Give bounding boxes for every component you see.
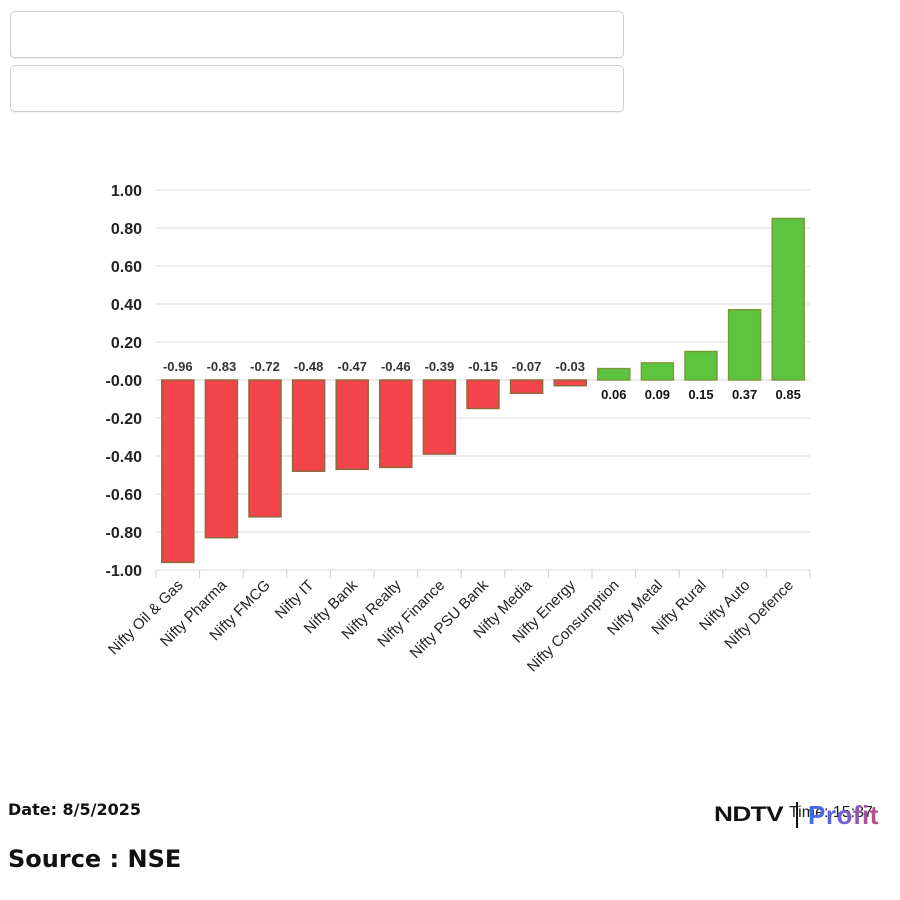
y-tick-label: 0.60 xyxy=(111,259,142,276)
y-axis: 1.00 0.80 0.60 0.40 0.20 -0.00 -0.20 -0.40 -0.60… xyxy=(106,183,143,580)
bar-nifty-realty xyxy=(379,379,413,469)
y-tick-label: -0.40 xyxy=(106,449,143,466)
data-label: -0.03 xyxy=(555,359,585,374)
data-label: -0.07 xyxy=(512,359,542,374)
data-label: -0.39 xyxy=(425,359,455,374)
date-label: Date: 8/5/2025 xyxy=(8,800,142,819)
data-label: 0.85 xyxy=(776,387,801,402)
top-input-field-2[interactable] xyxy=(10,65,624,112)
data-labels: -0.96 -0.83 -0.72 -0.48 -0.47 -0.46 -0.39 -0.15… xyxy=(163,359,801,402)
data-label: -0.46 xyxy=(381,359,411,374)
y-tick-label: -0.60 xyxy=(106,487,143,504)
ndtv-profit-logo: NDTV Time: 15:37 Profit xyxy=(714,800,894,830)
data-label: -0.47 xyxy=(337,359,367,374)
logo-divider xyxy=(796,802,798,828)
bar-nifty-finance xyxy=(422,379,457,455)
top-input-field-1[interactable] xyxy=(10,11,624,58)
y-tick-label: -0.00 xyxy=(106,373,143,390)
y-tick-label: -1.00 xyxy=(106,563,143,580)
bar-chart: 1.00 0.80 0.60 0.40 0.20 -0.00 -0.20 -0.40 -0.60… xyxy=(105,183,811,675)
y-tick-label: -0.20 xyxy=(106,411,143,428)
data-label: 0.09 xyxy=(645,387,670,402)
bar-nifty-media xyxy=(509,379,544,395)
y-tick-label: 0.40 xyxy=(111,297,142,314)
data-label: -0.15 xyxy=(468,359,498,374)
bar-nifty-energy xyxy=(553,379,587,387)
bar-nifty-rural xyxy=(684,350,718,381)
x-category-label: Nifty PSU Bank xyxy=(407,576,492,661)
y-tick-label: 0.80 xyxy=(111,221,142,238)
data-label: 0.37 xyxy=(732,387,757,402)
data-label: -0.96 xyxy=(163,359,193,374)
bar-nifty-metal xyxy=(640,362,675,381)
data-label: 0.15 xyxy=(688,387,713,402)
data-label: -0.72 xyxy=(250,359,280,374)
bar-nifty-it xyxy=(291,379,326,472)
y-tick-label: -0.80 xyxy=(106,525,143,542)
data-label: -0.83 xyxy=(207,359,237,374)
bar-nifty-psu-bank xyxy=(466,379,500,410)
bar-nifty-fmcg xyxy=(248,379,282,518)
x-category-label: Nifty Oil & Gas xyxy=(105,577,187,659)
bar-nifty-bank xyxy=(335,379,369,471)
bar-nifty-defence xyxy=(771,217,805,381)
data-label: -0.48 xyxy=(294,359,324,374)
data-label: 0.06 xyxy=(601,387,626,402)
time-label: Time: 15:37 xyxy=(789,804,873,822)
bar-nifty-pharma xyxy=(204,379,239,539)
logo-ndtv-text: NDTV xyxy=(714,803,784,826)
bar-nifty-consumption xyxy=(597,367,631,381)
bar-nifty-oil-gas xyxy=(161,379,195,564)
source-label: Source : NSE xyxy=(8,845,182,873)
logo-profit-text: Profit xyxy=(808,800,879,830)
y-tick-label: 0.20 xyxy=(111,335,142,352)
chart-bars xyxy=(161,217,805,564)
y-tick-label: 1.00 xyxy=(111,183,142,200)
bar-nifty-auto xyxy=(727,308,762,381)
